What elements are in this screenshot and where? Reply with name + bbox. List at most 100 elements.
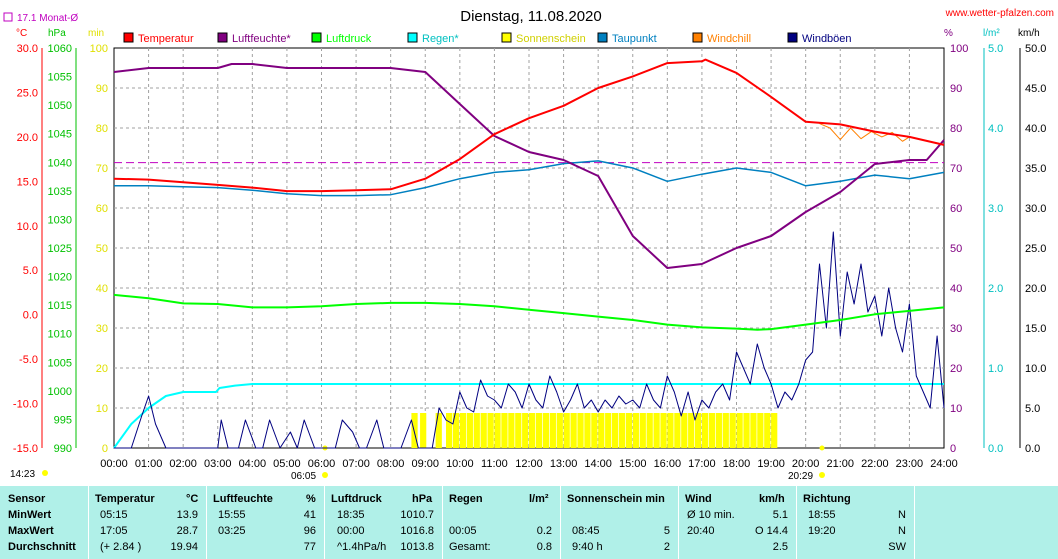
sun-tick-label: 10 <box>96 403 108 415</box>
header-temp: Temperatur <box>95 493 155 505</box>
sunshine-bar <box>660 413 667 448</box>
legend-swatch <box>501 32 512 43</box>
time-tick-label: 12:00 <box>515 458 543 470</box>
humidity-tick-label: 50 <box>950 243 962 255</box>
sun-tick-label: 90 <box>96 83 108 95</box>
header-pres: Luftdruck <box>331 493 382 505</box>
legend-label: Regen* <box>422 33 459 45</box>
sunshine-bar <box>612 413 619 448</box>
series-line-temperatur <box>113 58 945 193</box>
legend-swatch <box>787 32 798 43</box>
time-tick-label: 13:00 <box>550 458 578 470</box>
table-cell: 1010.7 <box>400 509 434 521</box>
table-cell: N <box>898 525 906 537</box>
legend-swatch <box>692 32 703 43</box>
header-sun: Sonnenschein min <box>567 493 665 505</box>
table-cell: SW <box>888 541 906 553</box>
wind-unit-label: km/h <box>1018 28 1040 39</box>
table-separator <box>88 486 89 559</box>
wind-tick-label: 5.0 <box>1025 403 1040 415</box>
temp-tick-label: -5.0 <box>19 354 38 366</box>
sunset-label: 20:29 <box>788 471 813 482</box>
pressure-tick-label: 1015 <box>48 300 72 312</box>
table-cell: 19:20 <box>808 525 836 537</box>
temp-tick-label: 25.0 <box>17 87 38 99</box>
legend-swatch <box>123 32 134 43</box>
sunshine-bar <box>605 413 612 448</box>
time-tick-label: 19:00 <box>757 458 785 470</box>
table-cell: 0.8 <box>536 541 552 553</box>
sun-tick-label: 100 <box>90 43 108 55</box>
table-cell: 13.9 <box>176 509 198 521</box>
wind-tick-label: 35.0 <box>1025 163 1046 175</box>
header-wind: Wind <box>685 493 712 505</box>
time-tick-label: 09:00 <box>411 458 439 470</box>
table-cell: 05:15 <box>100 509 128 521</box>
wind-tick-label: 50.0 <box>1025 43 1046 55</box>
sunshine-bar <box>420 413 427 448</box>
pressure-tick-label: 1035 <box>48 186 72 198</box>
header-temp-unit: °C <box>186 493 199 505</box>
humidity-tick-label: 0 <box>950 443 956 455</box>
humidity-tick-label: 20 <box>950 363 962 375</box>
sun-tick-label: 50 <box>96 243 108 255</box>
table-cell: 96 <box>303 525 316 537</box>
legend-label: Windchill <box>707 33 751 45</box>
table-row-label: MaxWert <box>8 525 54 537</box>
sunshine-bar <box>446 413 453 448</box>
rain-tick-label: 4.0 <box>988 123 1003 135</box>
humidity-tick-label: 10 <box>950 403 962 415</box>
sun-tick-label: 40 <box>96 283 108 295</box>
wind-tick-label: 20.0 <box>1025 283 1046 295</box>
table-separator <box>678 486 679 559</box>
sunshine-bar <box>473 413 480 448</box>
table-separator <box>206 486 207 559</box>
pressure-tick-label: 1050 <box>48 100 72 112</box>
sunshine-bar <box>452 413 460 448</box>
table-cell: 2.5 <box>772 541 788 553</box>
table-separator <box>324 486 325 559</box>
sunshine-bar <box>598 413 605 448</box>
time-tick-label: 14:00 <box>584 458 612 470</box>
table-cell: 20:40 <box>687 525 715 537</box>
table-cell: 41 <box>303 509 316 521</box>
temp-tick-label: 10.0 <box>17 221 38 233</box>
sunshine-bar <box>584 413 591 448</box>
pressure-tick-label: 995 <box>54 414 72 426</box>
sunshine-bar <box>435 413 442 448</box>
table-cell: 0.2 <box>536 525 552 537</box>
humidity-tick-label: 30 <box>950 323 962 335</box>
sun-tick-label: 20 <box>96 363 108 375</box>
wind-tick-label: 40.0 <box>1025 123 1046 135</box>
series-line-windchill <box>819 123 910 142</box>
header-hum: Luftfeuchte <box>213 493 273 505</box>
pressure-tick-label: 990 <box>54 443 72 455</box>
table-cell: 5.1 <box>772 509 788 521</box>
time-tick-label: 06:00 <box>308 458 336 470</box>
temp-unit-label: °C <box>16 28 27 39</box>
temp-tick-label: 15.0 <box>17 176 38 188</box>
wind-tick-label: 30.0 <box>1025 203 1046 215</box>
wind-tick-label: 15.0 <box>1025 323 1046 335</box>
series-line-luftdruck <box>113 293 945 331</box>
sunshine-bar <box>508 413 515 448</box>
time-tick-label: 24:00 <box>930 458 958 470</box>
sunshine-bar <box>639 413 646 448</box>
table-cell: 1013.8 <box>400 541 434 553</box>
sunshine-bar <box>646 413 653 448</box>
pressure-tick-label: 1000 <box>48 386 72 398</box>
legend-label: Sonnenschein <box>516 33 586 45</box>
sunshine-bar <box>674 413 681 448</box>
table-cell: 00:05 <box>449 525 477 537</box>
time-tick-label: 16:00 <box>654 458 682 470</box>
sun-tick-label: 0 <box>102 443 108 455</box>
time-tick-label: 22:00 <box>861 458 889 470</box>
table-cell: Ø 10 min. <box>687 509 735 521</box>
sunshine-bar <box>542 413 550 448</box>
rain-tick-label: 1.0 <box>988 363 1003 375</box>
sunshine-bar <box>729 413 736 448</box>
sunshine-bar <box>549 413 556 448</box>
table-cell: 03:25 <box>218 525 246 537</box>
table-separator <box>914 486 915 559</box>
